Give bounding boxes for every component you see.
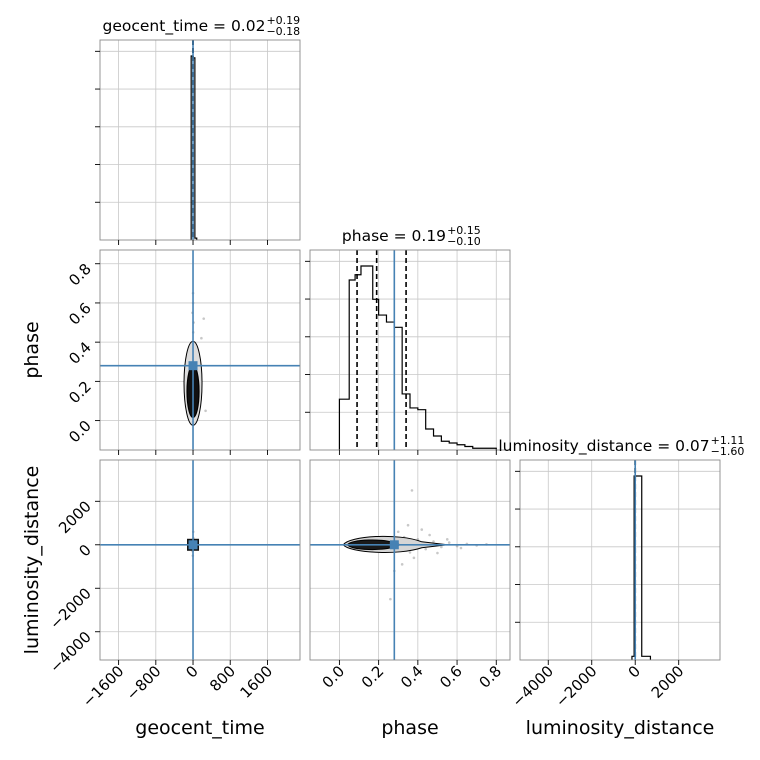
panel-title-luminosity_distance: luminosity_distance = 0.07 — [498, 437, 709, 456]
scatter-point — [440, 545, 443, 549]
y-tick-label: −4000 — [46, 628, 95, 677]
panel-frames-layer — [95, 39, 721, 665]
y-tick-label: 2000 — [55, 497, 95, 537]
title-upper-error: +0.15 — [447, 224, 481, 237]
panel-phase-vs-phase — [338, 250, 497, 450]
x-tick-label: −4000 — [508, 662, 557, 711]
panel-phase-vs-geocent_time — [100, 250, 300, 450]
x-tick-label: −800 — [123, 662, 165, 704]
scatter-point — [420, 528, 424, 531]
x-tick-label: 0.4 — [397, 662, 427, 692]
histogram-phase — [338, 265, 497, 450]
x-tick-label: 0.8 — [476, 662, 506, 692]
scatter-point — [445, 538, 449, 541]
scatter-point — [202, 317, 206, 320]
data-layer — [100, 40, 652, 660]
scatter-point — [410, 489, 414, 492]
y-tick-label: 0.8 — [65, 260, 95, 290]
panel-luminosity_distance-vs-geocent_time — [100, 460, 300, 660]
y-tick-label: 0 — [75, 541, 94, 560]
scatter-point — [204, 409, 207, 413]
scatter-point — [408, 551, 412, 554]
scatter-point — [406, 523, 410, 527]
panel-frame — [519, 459, 721, 661]
x-tick-label: 0.6 — [436, 662, 466, 692]
x-tick-label: −2000 — [552, 662, 601, 711]
y-axis-label: phase — [21, 321, 43, 378]
histogram-luminosity_distance — [631, 475, 652, 660]
x-tick-label: 800 — [206, 662, 239, 695]
scatter-point — [389, 597, 392, 601]
y-axis-label: luminosity_distance — [21, 466, 43, 655]
panel-frame — [99, 249, 301, 451]
panel-luminosity_distance-vs-luminosity_distance — [631, 460, 652, 660]
y-tick-label: 0.0 — [65, 417, 95, 447]
title-upper-error: +1.11 — [711, 434, 745, 447]
x-tick-label: 0.0 — [319, 662, 349, 692]
panel-title-phase: phase = 0.19 — [342, 227, 446, 245]
title-lower-error: −1.60 — [711, 445, 745, 458]
y-tick-label: 0.2 — [65, 377, 95, 407]
scatter-point — [447, 541, 451, 544]
y-tick-label: 0.4 — [65, 338, 95, 368]
panel-frame — [309, 249, 511, 451]
scatter-point — [424, 547, 427, 551]
panel-luminosity_distance-vs-phase — [310, 460, 510, 660]
x-tick-label: 0 — [625, 662, 644, 681]
title-lower-error: −0.18 — [266, 25, 300, 38]
panel-frame — [99, 39, 301, 241]
scatter-point — [436, 551, 439, 555]
title-upper-error: +0.19 — [266, 14, 300, 27]
x-axis-label: phase — [381, 717, 438, 739]
scatter-point — [459, 546, 463, 550]
x-tick-label: 0.2 — [358, 662, 388, 692]
x-tick-label: 2000 — [648, 662, 688, 702]
scatter-point — [432, 540, 435, 543]
y-tick-label: 0.6 — [65, 299, 95, 329]
truth-marker — [188, 540, 198, 550]
histogram-geocent_time — [190, 55, 198, 240]
panel-frame — [309, 459, 511, 661]
x-axis-label: geocent_time — [135, 717, 264, 739]
y-tick-label: −2000 — [46, 584, 95, 633]
x-axis-label: luminosity_distance — [526, 717, 715, 739]
panel-frame — [99, 459, 301, 661]
x-tick-label: 0 — [182, 662, 201, 681]
panel-title-geocent_time: geocent_time = 0.02 — [103, 17, 266, 36]
x-tick-label: −1600 — [79, 662, 128, 711]
panel-geocent_time-vs-geocent_time — [190, 40, 198, 240]
scatter-point — [428, 533, 431, 537]
truth-marker — [188, 361, 198, 371]
scatter-point — [412, 556, 416, 560]
scatter-point — [400, 563, 404, 566]
scatter-point — [396, 530, 400, 534]
scatter-point — [200, 336, 203, 340]
x-tick-label: 1600 — [237, 662, 277, 702]
truth-marker — [389, 540, 399, 550]
title-lower-error: −0.10 — [447, 235, 481, 248]
